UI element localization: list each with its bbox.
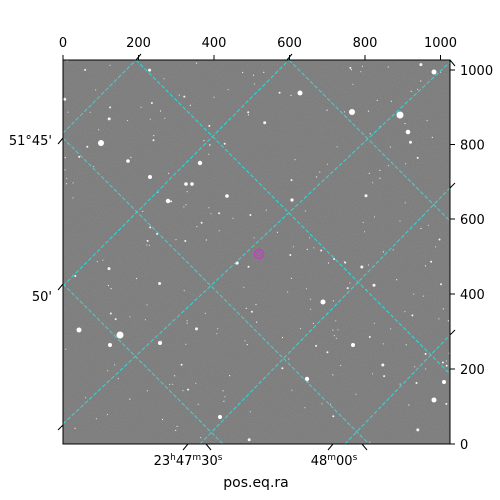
sky-image bbox=[63, 60, 450, 444]
top-tick-label: 200 bbox=[126, 36, 151, 51]
ra-tick-label: 23h47m30s bbox=[154, 453, 223, 469]
right-tick-label: 0 bbox=[460, 438, 468, 453]
star-field bbox=[63, 60, 450, 443]
top-tick-label: 1000 bbox=[424, 36, 457, 51]
wcs-edge-ticks bbox=[57, 53, 456, 451]
top-tick-label: 400 bbox=[202, 36, 227, 51]
top-tick-label: 800 bbox=[353, 36, 378, 51]
top-tick-label: 0 bbox=[59, 36, 67, 51]
right-tick-label: 800 bbox=[460, 139, 485, 154]
top-tick-label: 600 bbox=[277, 36, 302, 51]
dec-tick-label: 51°45' bbox=[9, 134, 52, 149]
right-axis: 0 200 400 600 800 1000 bbox=[450, 64, 493, 453]
right-tick-label: 200 bbox=[460, 363, 485, 378]
dec-tick-label: 50' bbox=[32, 290, 52, 305]
coordinate-grid bbox=[63, 60, 450, 444]
right-tick-label: 600 bbox=[460, 213, 485, 228]
top-axis: 0 200 400 600 800 1000 bbox=[59, 36, 457, 60]
ra-tick-label: 48m00s bbox=[311, 453, 358, 469]
x-axis-title: pos.eq.ra bbox=[223, 475, 288, 491]
target-marker bbox=[253, 248, 265, 260]
right-tick-label: 1000 bbox=[460, 64, 493, 79]
plot-frame bbox=[62, 59, 451, 445]
right-tick-label: 400 bbox=[460, 288, 485, 303]
